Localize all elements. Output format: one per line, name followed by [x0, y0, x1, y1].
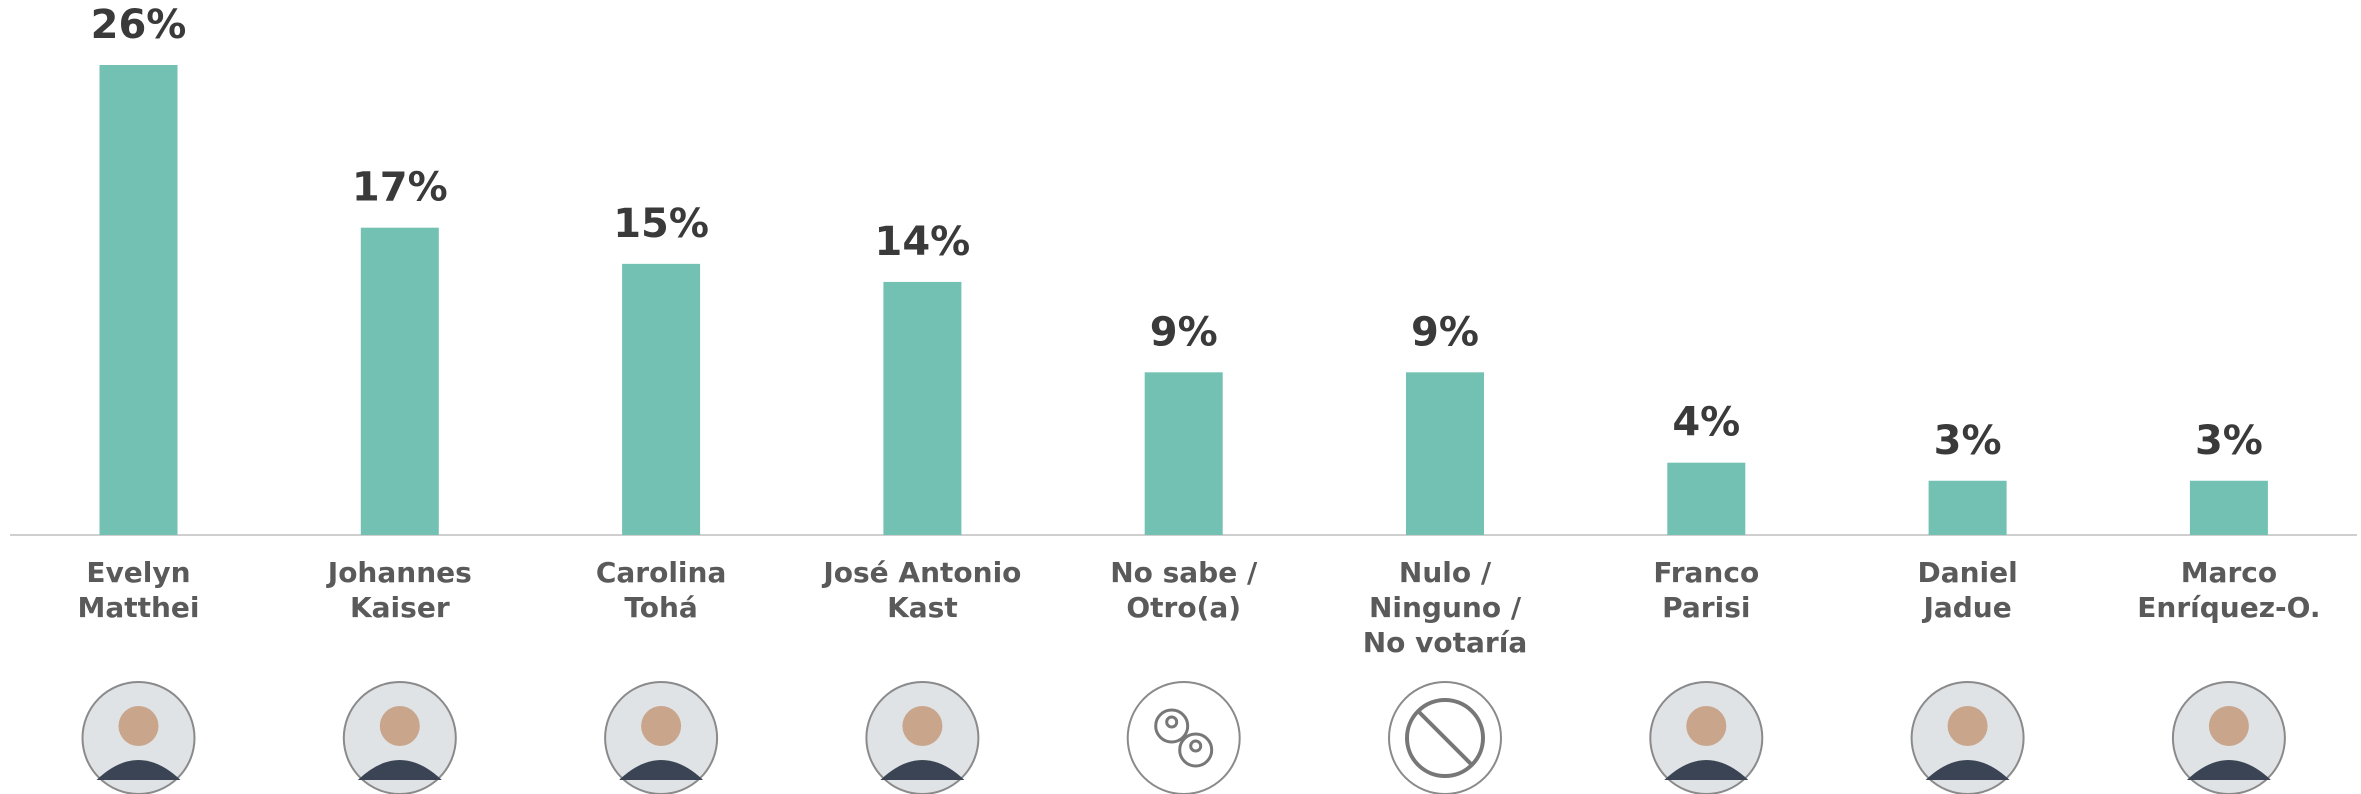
- value-label: 26%: [91, 2, 187, 48]
- value-label: 9%: [1411, 309, 1479, 355]
- value-label: 14%: [875, 219, 971, 265]
- portrait-head: [641, 706, 682, 746]
- portrait-head: [379, 706, 420, 746]
- category-label: José Antonio: [821, 556, 1021, 589]
- value-label: 3%: [2195, 418, 2263, 464]
- category-label: Daniel: [1917, 556, 2017, 589]
- icon: [1154, 708, 1190, 744]
- category-label: Kast: [887, 591, 958, 624]
- category-label: Parisi: [1662, 591, 1750, 624]
- portrait-body: [1664, 760, 1749, 780]
- value-label: 17%: [352, 165, 448, 211]
- portrait: [1388, 681, 1502, 794]
- category-label: No votaría: [1363, 626, 1528, 659]
- bar: [1928, 480, 2007, 535]
- portrait: [604, 681, 719, 794]
- portrait: [81, 681, 196, 794]
- category-label: Otro(a): [1126, 591, 1241, 624]
- category-label: Ninguno /: [1369, 591, 1522, 624]
- portrait-head: [1947, 706, 1988, 746]
- value-label: 9%: [1150, 309, 1218, 355]
- bar: [360, 227, 439, 535]
- category-label: Evelyn: [86, 556, 190, 589]
- bar: [1667, 462, 1746, 535]
- category-label: Carolina: [596, 556, 727, 589]
- portrait-head: [118, 706, 159, 746]
- portrait: [1910, 681, 2025, 794]
- portrait-body: [1925, 760, 2010, 780]
- category-label: Matthei: [77, 591, 199, 624]
- category-label: Franco: [1653, 556, 1759, 589]
- bar: [99, 65, 178, 535]
- portrait: [1649, 681, 1764, 794]
- portrait: [342, 681, 457, 794]
- category-label: Jadue: [1921, 591, 2011, 624]
- icon: [1189, 739, 1203, 753]
- category-label: Nulo /: [1399, 556, 1492, 589]
- value-label: 4%: [1672, 400, 1740, 446]
- category-label: No sabe /: [1110, 556, 1258, 589]
- icon: [1416, 709, 1474, 767]
- portrait-head: [902, 706, 943, 746]
- category-label: Marco: [2181, 556, 2277, 589]
- value-label: 15%: [613, 201, 709, 247]
- category-label: Kaiser: [350, 591, 450, 624]
- portrait-body: [96, 760, 181, 780]
- category-label: Enríquez-O.: [2137, 591, 2320, 624]
- bar: [622, 263, 701, 535]
- bar: [1144, 372, 1223, 535]
- portrait-head: [1686, 706, 1727, 746]
- portrait: [1126, 681, 1241, 794]
- portrait: [865, 681, 980, 794]
- bar: [883, 281, 962, 535]
- bar: [2189, 480, 2268, 535]
- category-label: Tohá: [624, 591, 697, 624]
- portrait: [2171, 681, 2286, 794]
- portrait-head: [2208, 706, 2249, 746]
- portrait-body: [2186, 760, 2271, 780]
- portrait-body: [357, 760, 442, 780]
- icon: [1165, 715, 1179, 729]
- value-label: 3%: [1934, 418, 2002, 464]
- portrait-body: [619, 760, 704, 780]
- portrait-body: [880, 760, 965, 780]
- icon: [1405, 698, 1485, 778]
- category-label: Johannes: [326, 556, 472, 589]
- bar: [1406, 372, 1484, 535]
- icon: [1178, 732, 1214, 768]
